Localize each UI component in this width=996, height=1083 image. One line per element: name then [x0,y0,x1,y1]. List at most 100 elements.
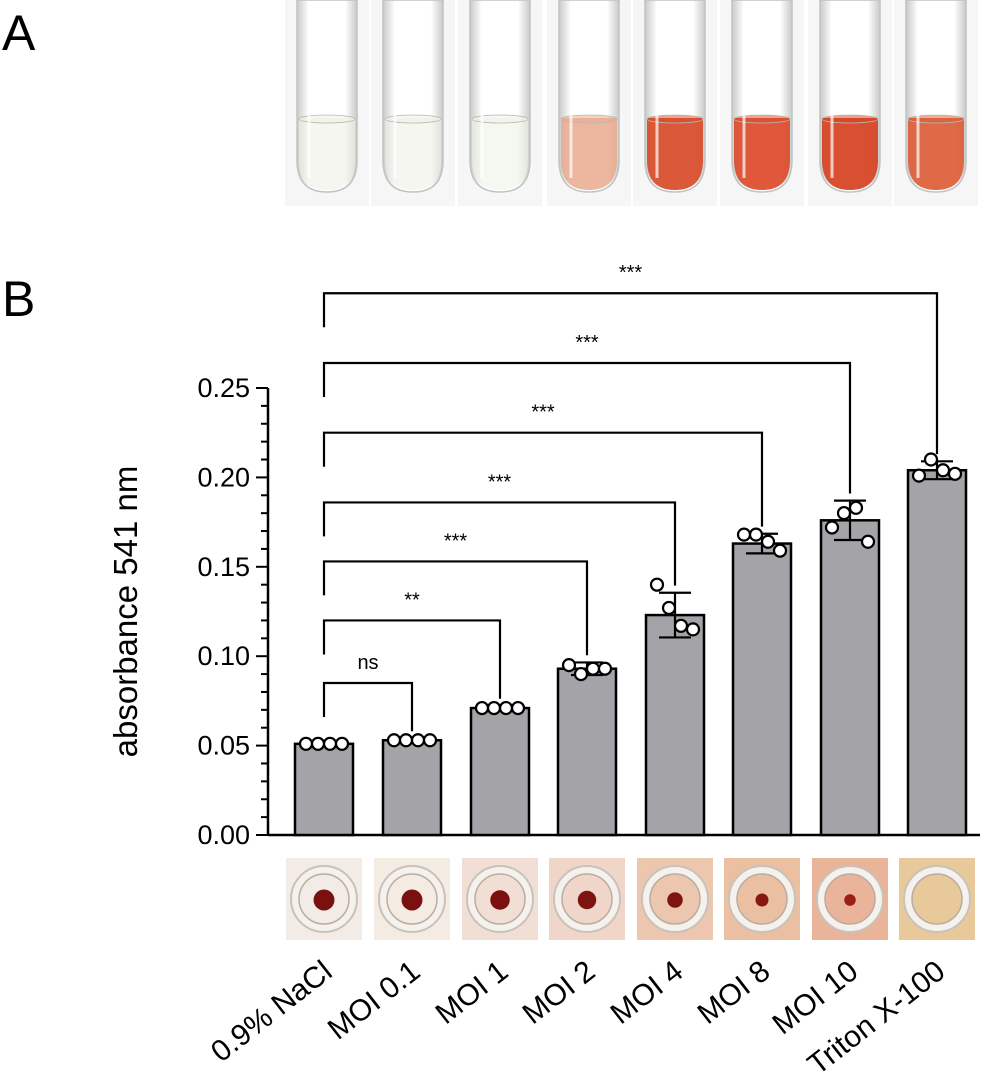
y-tick-label: 0.10 [197,641,250,671]
bracket-line [322,619,502,699]
cell-pellet [313,889,335,911]
liquid-meniscus [733,114,791,124]
category-label: MOI 4 [605,955,690,1031]
liquid-meniscus [298,114,356,124]
bracket-line [322,681,414,732]
data-point [486,700,502,716]
bracket-line [322,560,589,656]
data-point [923,452,939,467]
panel-b-label: B [2,271,35,327]
bar-1 [293,742,355,837]
y-tick-label: 0.25 [197,373,250,403]
data-point [661,600,677,616]
category-label: MOI 1 [430,955,515,1031]
significance-label: ns [357,652,378,674]
significance-bracket-2: ** [322,589,502,699]
cell-pellet [401,889,423,911]
category-label: 0.9% NaCl [205,955,338,1069]
tube-2 [371,0,455,206]
data-point [322,736,338,751]
significance-bracket-5: *** [322,402,764,527]
well-5 [637,858,713,940]
tube-3 [458,0,542,206]
data-point [748,527,764,542]
data-point [911,468,927,483]
data-point [597,661,613,676]
category-label: MOI 2 [517,955,602,1031]
bracket-line [322,501,677,586]
data-point [561,658,577,673]
tube-8 [894,0,978,206]
tube-liquid [472,118,528,190]
tube-liquid [734,118,790,190]
data-point [673,618,689,633]
data-point [824,520,840,535]
cell-pellet [755,893,769,907]
cell-pellet [577,890,597,910]
significance-label: *** [619,262,643,284]
data-point [848,500,864,515]
bar-2 [381,738,443,837]
well-6 [724,858,800,940]
panel-a-label: A [2,5,36,61]
significance-label: *** [488,471,512,493]
significance-bracket-1: ns [322,652,414,732]
data-point [935,463,951,478]
well-1 [286,858,362,940]
bar-6 [731,542,793,837]
data-point [585,661,601,676]
category-label: MOI 8 [692,955,777,1031]
significance-bracket-6: *** [322,332,852,494]
tube-liquid [561,118,617,190]
data-point [398,733,414,748]
significance-label: ** [404,589,420,611]
data-point [772,543,788,558]
data-point [649,577,665,592]
bracket-line [322,431,764,527]
well-7 [812,858,888,940]
bracket-line [322,292,939,455]
data-point [860,534,876,549]
category-label: MOI 0.1 [322,955,426,1047]
liquid-meniscus [560,114,618,124]
data-point [310,736,326,751]
tube-5 [633,0,717,206]
tube-liquid [647,118,703,190]
significance-label: *** [444,530,468,552]
data-point [298,736,314,751]
data-point [836,506,852,521]
well-photo-row [286,858,975,940]
tube-4 [547,0,631,206]
bracket-line [322,361,852,494]
y-axis-title: absorbance 541 nm [107,466,144,758]
well-3 [462,858,538,940]
data-point [510,700,526,716]
data-point [573,666,589,682]
y-tick-label: 0.15 [197,552,250,582]
bar-3 [469,706,531,837]
y-tick-label: 0.20 [197,462,250,492]
cell-pellet [490,890,510,910]
bar-4 [556,667,618,837]
well-2 [374,858,450,940]
tube-liquid [908,118,964,190]
data-point [410,733,426,748]
data-point [474,700,490,716]
liquid-meniscus [907,114,965,124]
cell-pellet [844,894,856,906]
liquid-meniscus [471,114,529,124]
liquid-meniscus [384,114,442,124]
tube-photo-row [285,0,978,206]
y-tick-label: 0.00 [197,820,250,850]
significance-bracket-4: *** [322,471,677,586]
tube-liquid [385,118,441,190]
data-point [947,466,963,481]
data-point [498,700,514,716]
tube-liquid [299,118,355,190]
bar-8 [906,468,968,837]
well-4 [549,858,625,940]
y-tick-label: 0.05 [197,731,250,761]
tube-6 [720,0,804,206]
